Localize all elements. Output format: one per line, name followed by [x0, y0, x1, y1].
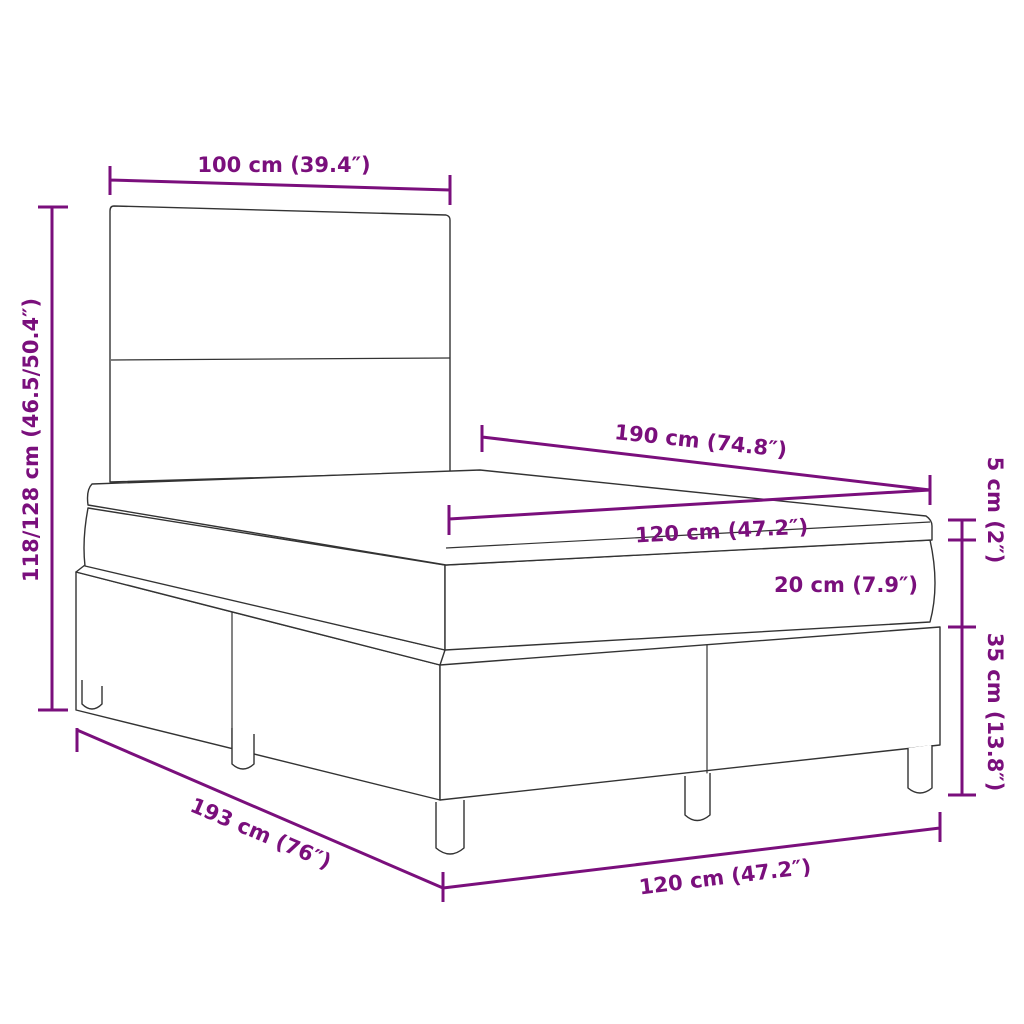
bed-legs — [81, 680, 933, 855]
dim-headboard-width — [108, 166, 452, 205]
dim-total-height — [38, 205, 68, 712]
mattress-topper — [86, 469, 933, 566]
headboard — [109, 205, 451, 483]
label-topper-height: 5 cm (2″) — [983, 457, 1007, 564]
mattress — [83, 507, 936, 651]
dim-total-width — [442, 812, 942, 890]
label-base-height: 35 cm (13.8″) — [983, 633, 1007, 792]
bed-base — [75, 564, 941, 801]
label-headboard-width: 100 cm (39.4″) — [197, 153, 370, 177]
dim-right-heights — [948, 518, 976, 797]
label-mattress-height: 20 cm (7.9″) — [774, 573, 918, 597]
dimension-lines — [38, 166, 976, 902]
label-total-length: 193 cm (76″) — [187, 793, 335, 874]
dim-topper-width — [447, 488, 931, 535]
label-total-height: 118/128 cm (46.5/50.4″) — [19, 298, 43, 582]
